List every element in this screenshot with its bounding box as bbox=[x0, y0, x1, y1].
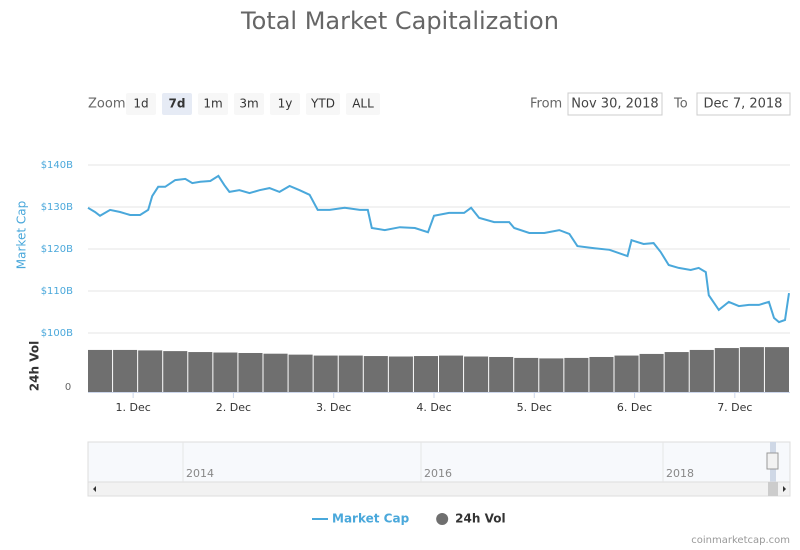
legend-label[interactable]: Market Cap bbox=[332, 512, 410, 526]
volume-bar bbox=[764, 347, 789, 392]
zoom-button[interactable] bbox=[346, 93, 380, 115]
market-cap-line bbox=[87, 174, 790, 324]
y2-axis-title: 24h Vol bbox=[28, 341, 42, 391]
zoom-button-label: 1m bbox=[203, 97, 222, 111]
volume-bar bbox=[464, 356, 489, 392]
x-tick-label: 3. Dec bbox=[316, 401, 351, 414]
scrollbar[interactable] bbox=[87, 481, 791, 497]
zoom-button[interactable] bbox=[270, 93, 300, 115]
volume-bar bbox=[739, 347, 764, 392]
x-tick-label: 2. Dec bbox=[216, 401, 251, 414]
volume-bar bbox=[614, 355, 639, 392]
volume-bar bbox=[514, 357, 539, 392]
volume-bar bbox=[188, 352, 213, 392]
zoom-button-label: 3m bbox=[239, 97, 258, 111]
y-tick-label: $130B bbox=[41, 202, 73, 213]
x-tick-label: 6. Dec bbox=[617, 401, 652, 414]
volume-bar bbox=[539, 358, 564, 392]
volume-bar bbox=[213, 352, 238, 392]
navigator-label: 2014 bbox=[186, 467, 214, 480]
chart-title: Total Market Capitalization bbox=[240, 7, 559, 35]
y-axis-title: Market Cap bbox=[15, 201, 29, 269]
navigator-label: 2018 bbox=[666, 467, 694, 480]
volume-bar bbox=[363, 356, 388, 392]
volume-bar bbox=[689, 349, 714, 392]
legend-symbol bbox=[436, 513, 449, 525]
volume-bar bbox=[338, 355, 363, 392]
x-tick-label: 1. Dec bbox=[115, 401, 150, 414]
y-tick-label: $100B bbox=[41, 328, 73, 339]
zoom-button[interactable] bbox=[126, 93, 156, 115]
y2-tick-label: 0 bbox=[65, 382, 71, 393]
zoom-button-label: 1d bbox=[133, 97, 148, 111]
scrollbar-thumb[interactable] bbox=[768, 482, 778, 496]
zoom-button-label: 1y bbox=[278, 97, 293, 111]
zoom-button[interactable] bbox=[234, 93, 264, 115]
volume-bar bbox=[163, 351, 188, 392]
zoom-label: Zoom bbox=[88, 97, 125, 112]
volume-bar bbox=[589, 356, 614, 392]
x-tick-label: 7. Dec bbox=[717, 401, 752, 414]
legend-label[interactable]: 24h Vol bbox=[455, 512, 505, 526]
y-tick-label: $140B bbox=[41, 160, 73, 171]
zoom-button-label: 7d bbox=[169, 97, 186, 111]
navigator-handle[interactable] bbox=[766, 452, 779, 470]
navigator-label: 2016 bbox=[424, 467, 452, 480]
from-input[interactable] bbox=[567, 92, 663, 116]
volume-bar bbox=[489, 356, 514, 392]
volume-bar bbox=[388, 356, 413, 392]
x-tick-label: 4. Dec bbox=[416, 401, 451, 414]
volume-bar bbox=[263, 353, 288, 392]
zoom-button-label: YTD bbox=[310, 97, 335, 111]
volume-bar bbox=[238, 352, 263, 392]
to-input[interactable] bbox=[696, 92, 791, 116]
volume-bar bbox=[439, 355, 464, 392]
volume-bar bbox=[88, 349, 113, 392]
volume-bar bbox=[113, 349, 138, 392]
to-label: To bbox=[673, 97, 688, 112]
from-date: Nov 30, 2018 bbox=[571, 97, 658, 112]
zoom-button[interactable] bbox=[306, 93, 340, 115]
volume-bar bbox=[313, 355, 338, 392]
x-tick-label: 5. Dec bbox=[517, 401, 552, 414]
to-date: Dec 7, 2018 bbox=[704, 97, 783, 112]
from-label: From bbox=[530, 97, 562, 112]
zoom-button[interactable] bbox=[162, 93, 192, 115]
volume-bar bbox=[413, 356, 438, 392]
volume-bar bbox=[288, 354, 313, 392]
y-tick-label: $120B bbox=[41, 244, 73, 255]
zoom-button[interactable] bbox=[198, 93, 228, 115]
credit: coinmarketcap.com bbox=[691, 535, 790, 546]
volume-bar bbox=[714, 348, 739, 392]
volume-bar bbox=[639, 353, 664, 392]
zoom-button-label: ALL bbox=[352, 97, 374, 111]
scroll-right[interactable] bbox=[783, 486, 786, 492]
y-tick-label: $110B bbox=[41, 286, 73, 297]
volume-bar bbox=[564, 357, 589, 392]
scroll-left[interactable] bbox=[93, 486, 96, 492]
volume-bar bbox=[664, 352, 689, 392]
volume-bar bbox=[138, 350, 163, 392]
